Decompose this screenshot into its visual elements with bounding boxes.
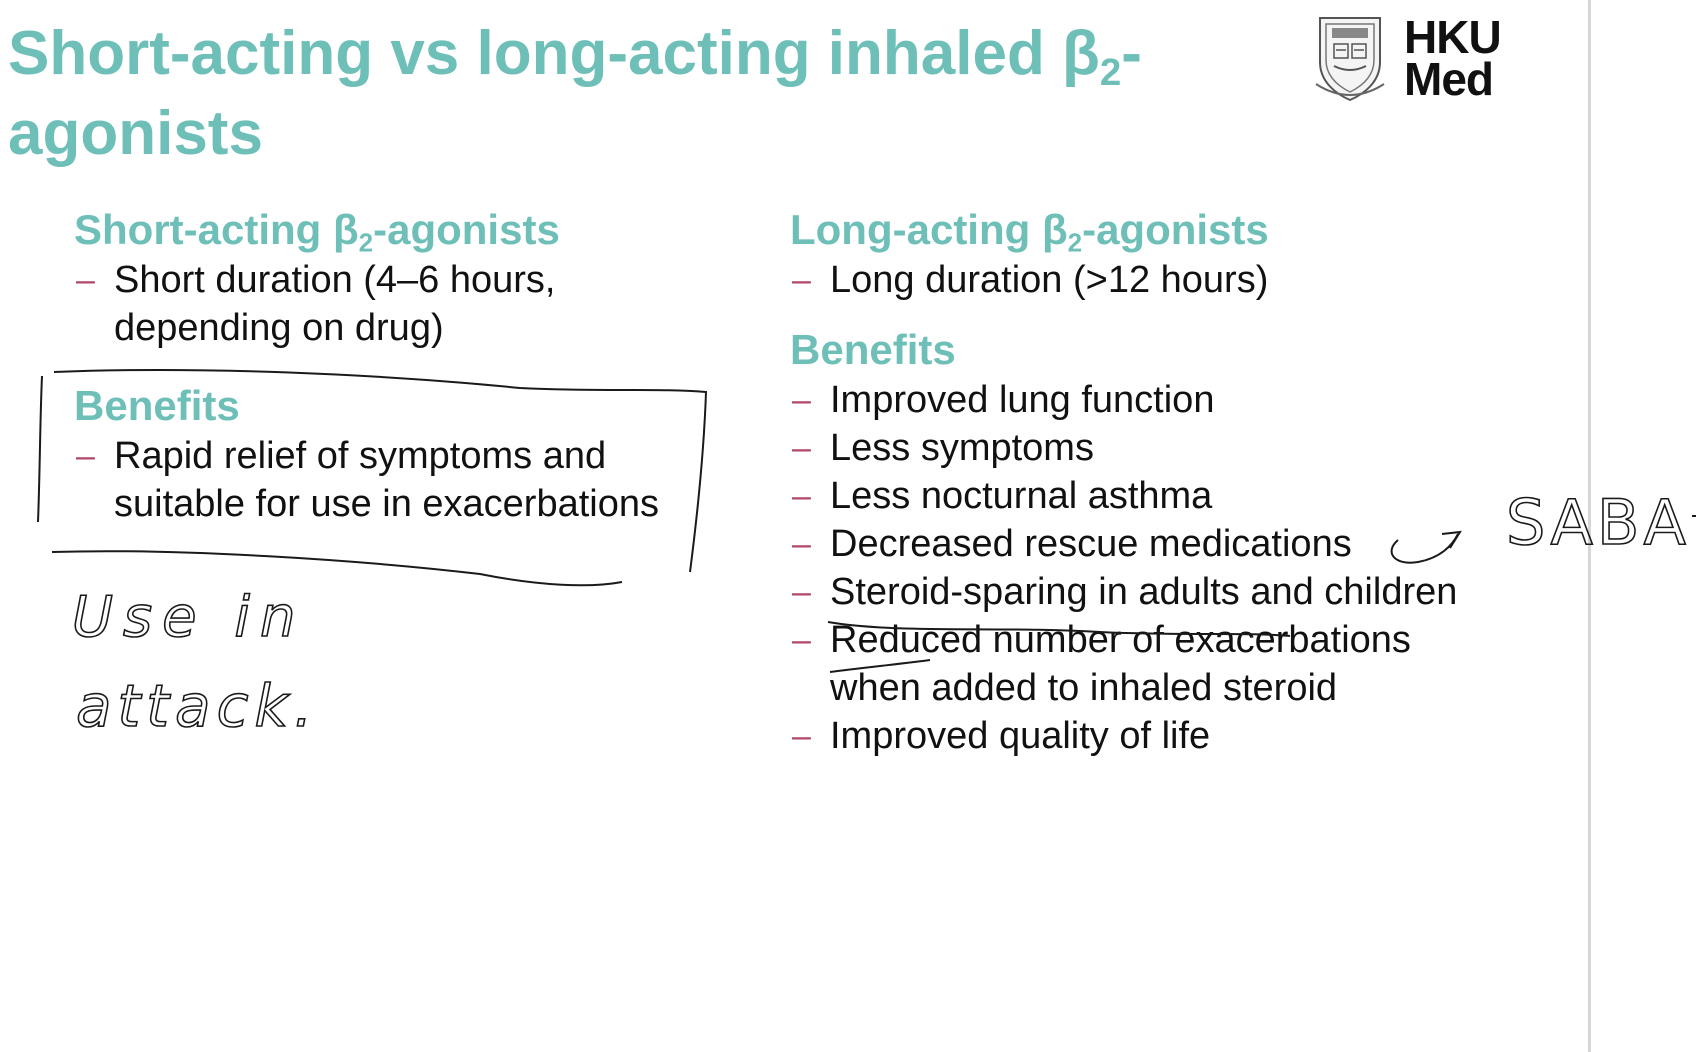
long-acting-heading: Long-acting β2-agonists	[790, 206, 1269, 258]
handwritten-note-use-in: Use in	[72, 585, 305, 650]
page-edge-divider	[1588, 0, 1591, 1052]
long-acting-list: – Long duration (>12 hours)	[790, 256, 1480, 304]
list-item: – Long duration (>12 hours)	[790, 256, 1480, 304]
short-acting-list: – Short duration (4–6 hours, depending on…	[74, 256, 714, 352]
list-item: – Decreased rescue medications	[790, 520, 1480, 568]
handwritten-note-attack: attack.	[76, 672, 318, 740]
bullet-dash: –	[792, 525, 811, 563]
bullet-dash: –	[76, 261, 95, 299]
list-item: – Improved lung function	[790, 376, 1480, 424]
right-column: Long-acting β2-agonists – Long duration (…	[790, 204, 1480, 760]
left-column: Short-acting β2-agonists – Short duration…	[74, 204, 714, 528]
handwritten-note-saba: SABA	[1506, 486, 1690, 559]
university-crest-icon	[1315, 17, 1385, 102]
bullet-dash: –	[792, 381, 811, 419]
bullet-dash: –	[792, 621, 811, 659]
bullet-dash: –	[792, 717, 811, 755]
list-item: – Reduced number of exacerbations when ad…	[790, 616, 1480, 712]
list-item: – Rapid relief of symptoms and suitable f…	[74, 432, 714, 528]
bullet-dash: –	[792, 261, 811, 299]
long-acting-benefits-heading: Benefits	[790, 326, 956, 373]
list-item: – Less nocturnal asthma	[790, 472, 1480, 520]
bullet-dash: –	[792, 477, 811, 515]
bullet-dash: –	[792, 573, 811, 611]
short-acting-benefits-list: – Rapid relief of symptoms and suitable f…	[74, 432, 714, 528]
long-acting-benefits-list: – Improved lung function – Less symptoms –…	[790, 376, 1480, 760]
hku-med-logo: HKU Med	[1314, 14, 1514, 102]
list-item: – Short duration (4–6 hours, depending on…	[74, 256, 714, 352]
slide-title: Short-acting vs long-acting inhaled β2-a…	[8, 19, 1142, 168]
short-acting-heading: Short-acting β2-agonists	[74, 206, 560, 258]
list-item: – Steroid-sparing in adults and children	[790, 568, 1480, 616]
bullet-dash: –	[76, 437, 95, 475]
bullet-dash: –	[792, 429, 811, 467]
list-item: – Improved quality of life	[790, 712, 1480, 760]
short-acting-benefits-heading: Benefits	[74, 382, 240, 429]
list-item: – Less symptoms	[790, 424, 1480, 472]
logo-wordmark: HKU Med	[1404, 11, 1502, 105]
